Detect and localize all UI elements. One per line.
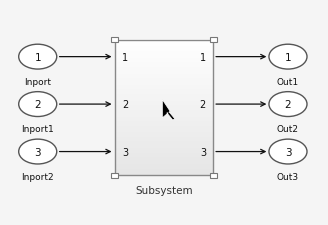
Text: Inport2: Inport2 (21, 172, 54, 181)
Bar (115, 40, 213, 43)
Ellipse shape (19, 140, 57, 164)
Bar (115, 108, 213, 110)
Bar (115, 94, 213, 97)
Text: Out2: Out2 (277, 125, 299, 134)
Bar (115, 61, 213, 63)
Text: Inport1: Inport1 (21, 125, 54, 134)
Text: 3: 3 (122, 147, 128, 157)
Bar (111, 38, 118, 43)
Bar (115, 67, 213, 70)
Ellipse shape (269, 140, 307, 164)
Bar (115, 65, 213, 68)
Bar (115, 49, 213, 52)
Bar (115, 92, 213, 94)
Bar (115, 171, 213, 173)
Text: 2: 2 (285, 100, 291, 110)
Bar (115, 157, 213, 160)
Bar (115, 173, 213, 176)
Bar (115, 133, 213, 135)
Text: Out3: Out3 (277, 172, 299, 181)
Bar (115, 40, 213, 176)
Bar (111, 173, 118, 178)
Bar (115, 126, 213, 128)
Bar (115, 115, 213, 117)
Bar (115, 121, 213, 124)
Bar (115, 74, 213, 77)
Polygon shape (162, 100, 175, 120)
Bar (115, 101, 213, 104)
Bar (115, 72, 213, 74)
Bar (115, 58, 213, 61)
Bar (115, 148, 213, 151)
Bar (115, 146, 213, 148)
Bar (115, 137, 213, 140)
Bar (115, 128, 213, 130)
Text: 2: 2 (200, 100, 206, 110)
Bar (115, 162, 213, 164)
Bar (115, 153, 213, 155)
Bar (210, 173, 217, 178)
Ellipse shape (269, 45, 307, 70)
Text: 2: 2 (122, 100, 128, 110)
Text: 3: 3 (200, 147, 206, 157)
Bar (115, 45, 213, 47)
Bar (115, 130, 213, 133)
Bar (115, 103, 213, 106)
Bar (115, 90, 213, 92)
Bar (115, 88, 213, 90)
Ellipse shape (269, 92, 307, 117)
Text: Inport: Inport (24, 78, 51, 87)
Bar (115, 119, 213, 122)
Text: Subsystem: Subsystem (135, 186, 193, 196)
Text: 1: 1 (285, 52, 291, 62)
Bar (115, 83, 213, 86)
Bar (115, 160, 213, 162)
Bar (115, 144, 213, 146)
Bar (115, 76, 213, 79)
Bar (210, 38, 217, 43)
Bar (115, 47, 213, 50)
Bar (115, 85, 213, 88)
Bar (115, 43, 213, 45)
Bar (115, 110, 213, 112)
Bar (115, 97, 213, 99)
Text: 3: 3 (34, 147, 41, 157)
Bar (115, 52, 213, 54)
Bar (115, 79, 213, 81)
Text: 2: 2 (34, 100, 41, 110)
Text: 3: 3 (285, 147, 291, 157)
Bar (115, 81, 213, 83)
Text: 1: 1 (34, 52, 41, 62)
Bar (115, 63, 213, 65)
Bar (115, 155, 213, 157)
Text: 1: 1 (200, 52, 206, 62)
Bar (115, 99, 213, 101)
Text: 1: 1 (122, 52, 128, 62)
Bar (115, 70, 213, 72)
Text: Out1: Out1 (277, 78, 299, 87)
Bar (115, 112, 213, 115)
Bar (115, 56, 213, 58)
Bar (115, 54, 213, 56)
Bar (115, 124, 213, 126)
Bar (115, 117, 213, 119)
Bar (115, 169, 213, 171)
Bar (115, 142, 213, 144)
Ellipse shape (19, 45, 57, 70)
Bar (115, 139, 213, 142)
Bar (115, 135, 213, 137)
Ellipse shape (19, 92, 57, 117)
Bar (115, 164, 213, 166)
Bar (115, 151, 213, 153)
Bar (115, 166, 213, 169)
Bar (115, 106, 213, 108)
